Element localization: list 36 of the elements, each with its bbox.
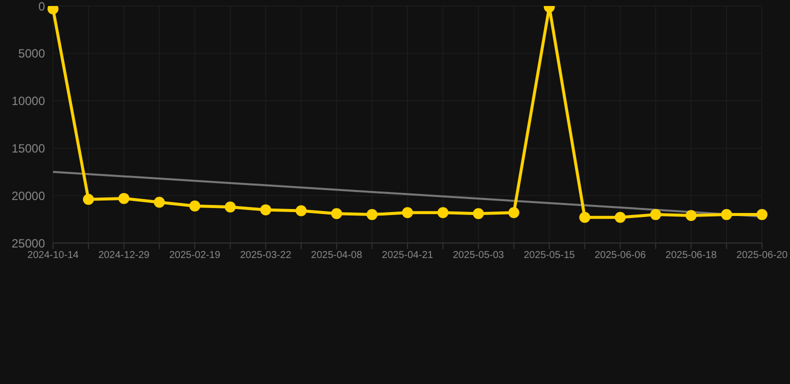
x-tick-label: 2025-06-20	[736, 250, 788, 262]
point	[579, 212, 590, 223]
point	[82, 194, 94, 205]
point	[614, 212, 626, 223]
point	[189, 200, 200, 212]
y-tick-label: 0	[38, 0, 46, 14]
x-tick-label: 2024-10-14	[27, 250, 80, 262]
point	[224, 201, 236, 212]
point	[118, 192, 130, 204]
x-tick-label: 2025-04-21	[382, 250, 434, 262]
point	[402, 207, 413, 218]
point	[508, 207, 520, 218]
y-tick-label: 15000	[12, 141, 46, 156]
y-tick-label: 5000	[18, 46, 46, 61]
x-tick-label: 2025-05-03	[452, 250, 504, 262]
x-tick-label: 2025-02-19	[169, 250, 221, 262]
point	[154, 196, 165, 208]
point	[296, 205, 307, 216]
x-tick-label: 2025-04-08	[311, 250, 363, 262]
x-tick-label: 2024-12-29	[98, 250, 150, 262]
x-tick-label: 2025-05-15	[524, 250, 576, 262]
x-tick-label: 2025-03-22	[240, 250, 292, 262]
point	[260, 204, 272, 216]
y-tick-label: 10000	[12, 94, 46, 108]
point	[650, 209, 662, 220]
point	[721, 209, 732, 220]
y-tick-label: 20000	[12, 188, 46, 203]
point	[366, 209, 378, 220]
point	[756, 209, 768, 220]
x-tick-label: 2025-06-18	[666, 250, 718, 262]
point	[437, 207, 448, 218]
point	[472, 208, 484, 220]
point	[331, 208, 342, 220]
point	[686, 210, 697, 222]
y-tick-label: 25000	[12, 236, 46, 250]
x-tick-label: 2025-06-06	[594, 250, 646, 262]
